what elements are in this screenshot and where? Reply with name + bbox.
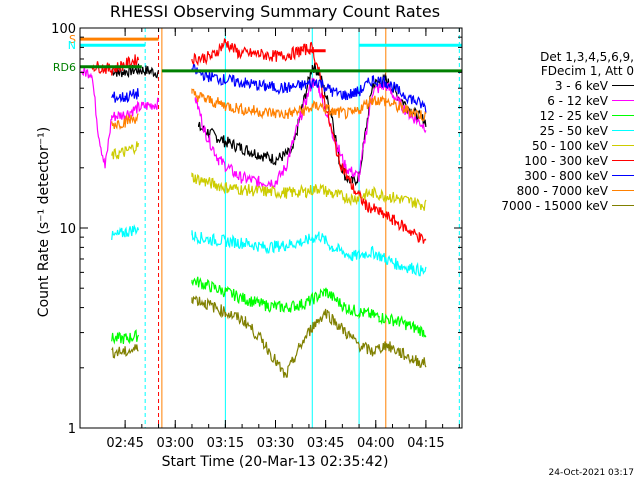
legend-swatch — [612, 160, 634, 161]
legend-entry: 100 - 300 keV — [468, 153, 634, 168]
series-line-4 — [111, 141, 427, 211]
series-line-1 — [81, 66, 427, 189]
legend-label: 6 - 12 keV — [547, 93, 608, 108]
y-tick-label: 100 — [51, 22, 76, 37]
x-tick-label: 03:30 — [257, 436, 294, 451]
series-line-2 — [111, 276, 427, 345]
legend-label: 7000 - 15000 keV — [501, 198, 608, 213]
x-axis-label: Start Time (20-Mar-13 02:35:42) — [161, 454, 389, 470]
flag-label-5: F — [299, 45, 305, 58]
series-line-8 — [111, 295, 427, 378]
series-line-3 — [111, 224, 427, 277]
x-tick-label: 03:00 — [157, 436, 194, 451]
legend-entry: 25 - 50 keV — [468, 123, 634, 138]
legend-header-line-1: Det 1,3,4,5,6,9, — [540, 50, 634, 64]
legend-swatch — [612, 100, 634, 101]
legend-entry: 3 - 6 keV — [468, 78, 634, 93]
x-tick-label: 04:15 — [407, 436, 444, 451]
legend-label: 25 - 50 keV — [539, 123, 608, 138]
legend-swatch — [612, 85, 634, 86]
series-line-6 — [111, 64, 427, 113]
legend-swatch — [612, 175, 634, 176]
legend-swatch — [612, 145, 634, 146]
x-tick-label: 04:00 — [357, 436, 394, 451]
legend-header-line-2: FDecim 1, Att 0 — [540, 64, 634, 78]
legend: Det 1,3,4,5,6,9, FDecim 1, Att 0 3 - 6 k… — [468, 50, 634, 213]
legend-label: 3 - 6 keV — [554, 78, 608, 93]
legend-entry: 300 - 800 keV — [468, 168, 634, 183]
legend-label: 300 - 800 keV — [524, 168, 608, 183]
x-tick-label: 02:45 — [106, 436, 143, 451]
legend-swatch — [612, 115, 634, 116]
legend-entry: 6 - 12 keV — [468, 93, 634, 108]
legend-entries: 3 - 6 keV 6 - 12 keV 12 - 25 keV 25 - 50 ke… — [468, 78, 634, 213]
x-tick-label: 03:45 — [307, 436, 344, 451]
y-axis-label: Count Rate (s⁻¹ detector⁻¹) — [36, 126, 52, 318]
flag-label-1: N — [68, 39, 76, 52]
flag-label-3: RD6 — [53, 61, 76, 74]
legend-swatch — [612, 130, 634, 131]
legend-swatch — [612, 205, 634, 206]
flag-label-0: S — [69, 33, 76, 46]
legend-label: 50 - 100 keV — [531, 138, 608, 153]
legend-label: 800 - 7000 keV — [516, 183, 608, 198]
y-tick-label: 10 — [59, 222, 76, 237]
legend-entry: 800 - 7000 keV — [468, 183, 634, 198]
chart-title: RHESSI Observing Summary Count Rates — [109, 2, 441, 21]
legend-label: 100 - 300 keV — [524, 153, 608, 168]
legend-entry: 7000 - 15000 keV — [468, 198, 634, 213]
y-tick-label: 1 — [68, 422, 76, 437]
legend-entry: 50 - 100 keV — [468, 138, 634, 153]
legend-swatch — [612, 190, 634, 191]
legend-entry: 12 - 25 keV — [468, 108, 634, 123]
legend-label: 12 - 25 keV — [539, 108, 608, 123]
generation-timestamp: 24-Oct-2021 03:17 — [548, 468, 634, 478]
x-tick-label: 03:15 — [207, 436, 244, 451]
series-line-7 — [111, 88, 427, 131]
